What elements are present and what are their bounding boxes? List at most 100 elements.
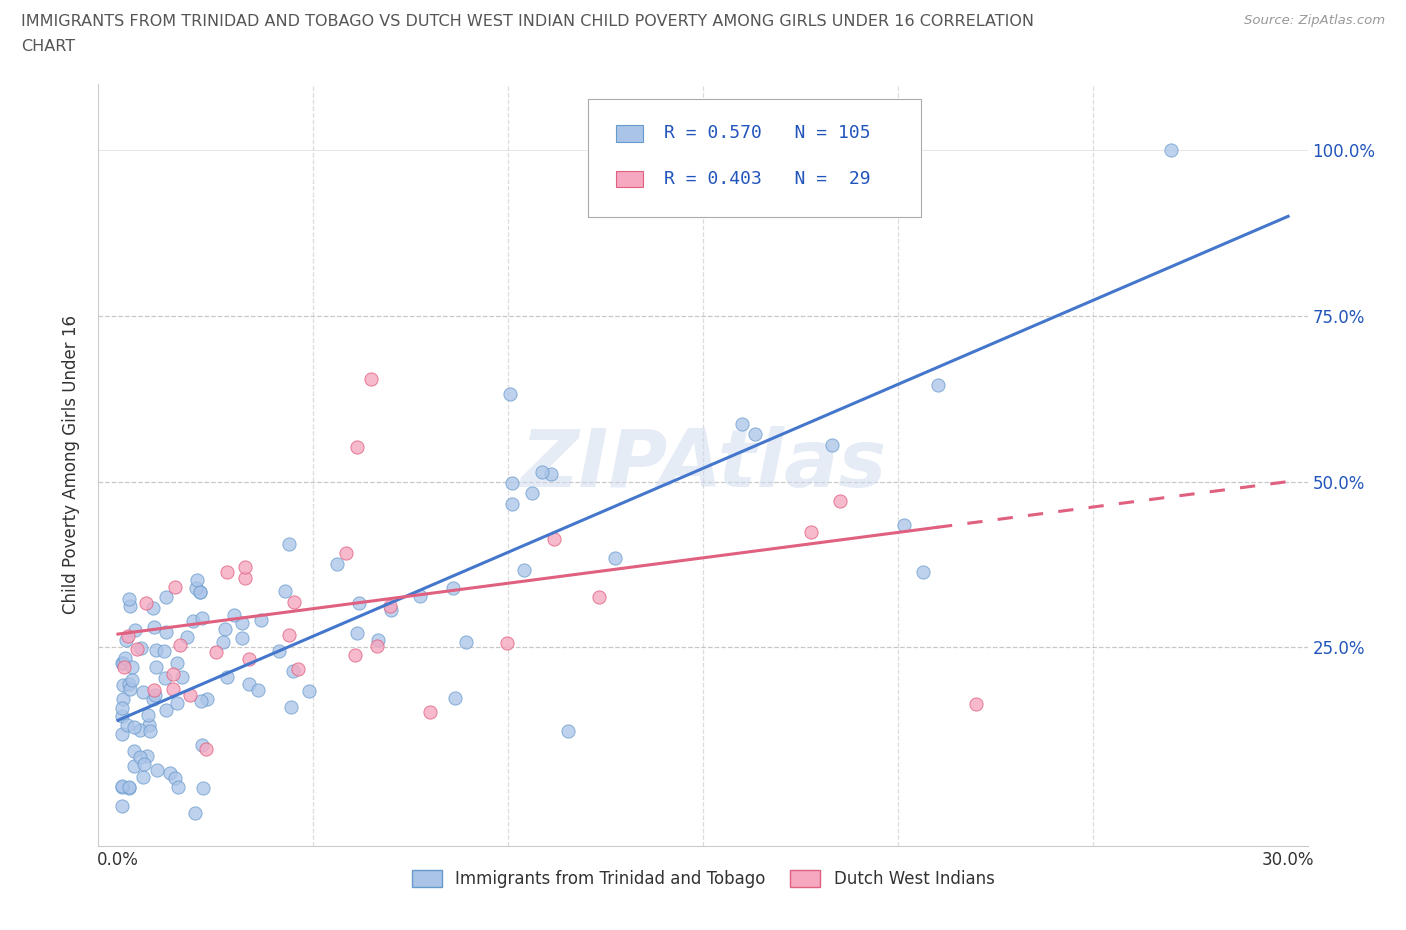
Point xyxy=(163,579,186,594)
Point xyxy=(114,650,136,665)
Point xyxy=(454,634,477,649)
Point xyxy=(211,634,233,649)
Point xyxy=(238,677,260,692)
Point xyxy=(111,656,134,671)
Point xyxy=(184,805,207,820)
Point xyxy=(346,439,368,454)
Point xyxy=(132,770,155,785)
Point xyxy=(136,749,159,764)
Point xyxy=(117,629,139,644)
Point xyxy=(443,691,465,706)
Point xyxy=(250,613,273,628)
Text: CHART: CHART xyxy=(21,39,75,54)
Point xyxy=(121,659,143,674)
Point xyxy=(188,584,211,599)
Point xyxy=(233,560,256,575)
Point xyxy=(142,601,165,616)
Point xyxy=(162,682,184,697)
Point xyxy=(169,637,191,652)
Point xyxy=(111,778,134,793)
Point xyxy=(117,591,139,606)
Point xyxy=(176,630,198,644)
Point xyxy=(179,687,201,702)
Point xyxy=(347,595,370,610)
Point xyxy=(335,546,357,561)
Point xyxy=(115,632,138,647)
Point xyxy=(127,642,149,657)
Point xyxy=(298,684,321,698)
Point xyxy=(142,682,165,697)
Point xyxy=(111,779,134,794)
Point xyxy=(378,598,401,613)
Point xyxy=(166,696,188,711)
Point xyxy=(927,378,949,392)
Point xyxy=(111,655,134,670)
Point xyxy=(167,779,190,794)
Point xyxy=(191,610,214,625)
Point xyxy=(129,750,152,764)
Point xyxy=(496,636,519,651)
Point xyxy=(121,672,143,687)
Point xyxy=(135,596,157,611)
Point xyxy=(557,724,579,738)
Text: R = 0.570   N = 105: R = 0.570 N = 105 xyxy=(664,125,870,142)
Point xyxy=(215,670,238,684)
Point xyxy=(501,496,523,511)
Point xyxy=(603,551,626,565)
Point xyxy=(155,590,177,604)
Point xyxy=(513,562,536,577)
Point xyxy=(134,757,156,772)
Point xyxy=(441,581,464,596)
Point xyxy=(214,621,236,636)
Point xyxy=(231,616,253,631)
Point xyxy=(325,556,347,571)
Point xyxy=(139,724,162,738)
Point xyxy=(418,704,440,719)
Point xyxy=(131,684,153,699)
Point xyxy=(543,532,565,547)
Point xyxy=(274,583,297,598)
Point xyxy=(111,701,134,716)
Point xyxy=(231,631,253,645)
Point xyxy=(152,643,174,658)
Point xyxy=(138,718,160,733)
Point xyxy=(269,644,291,658)
Point xyxy=(501,475,523,490)
Point xyxy=(111,709,134,724)
Point xyxy=(344,648,367,663)
FancyBboxPatch shape xyxy=(588,99,921,218)
Point xyxy=(155,671,177,685)
Point xyxy=(191,780,214,795)
Point xyxy=(145,660,167,675)
Point xyxy=(277,628,299,643)
Point xyxy=(129,723,152,737)
Point xyxy=(195,741,218,756)
Point xyxy=(124,623,146,638)
Point xyxy=(145,642,167,657)
Point xyxy=(172,670,194,684)
Point xyxy=(828,494,851,509)
Point xyxy=(222,607,245,622)
Point xyxy=(183,614,205,629)
Point xyxy=(911,565,934,579)
Point xyxy=(146,763,169,777)
Y-axis label: Child Poverty Among Girls Under 16: Child Poverty Among Girls Under 16 xyxy=(62,315,80,615)
Point xyxy=(142,692,165,707)
Point xyxy=(195,692,218,707)
Point xyxy=(131,641,153,656)
Point xyxy=(111,726,134,741)
Text: ZIPAtlas: ZIPAtlas xyxy=(520,426,886,504)
Point xyxy=(186,580,208,595)
Point xyxy=(155,703,177,718)
Point xyxy=(111,691,134,706)
Point xyxy=(380,603,402,618)
Point xyxy=(205,644,228,659)
Point xyxy=(120,682,142,697)
Point xyxy=(409,589,432,604)
Point xyxy=(215,565,238,579)
Point xyxy=(366,638,388,653)
FancyBboxPatch shape xyxy=(616,125,643,141)
Point xyxy=(233,571,256,586)
Point xyxy=(540,466,562,481)
Point xyxy=(155,625,177,640)
